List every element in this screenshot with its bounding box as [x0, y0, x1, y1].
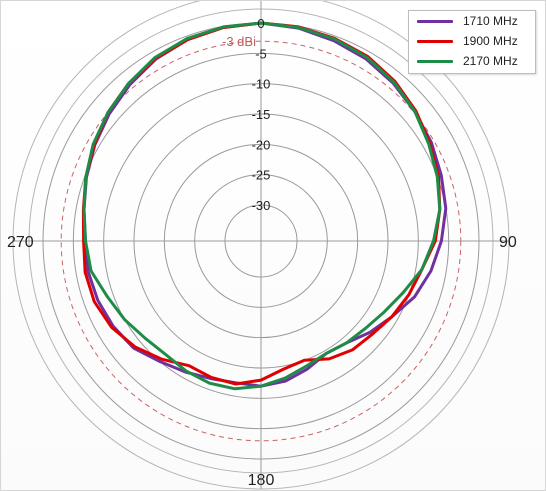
angle-label: 270 — [7, 234, 34, 251]
ring-tick-label: -25 — [252, 168, 271, 183]
legend-label: 1710 MHz — [463, 14, 518, 28]
legend-item: 1710 MHz — [409, 11, 535, 31]
legend-swatch — [417, 59, 453, 63]
ring-tick-label: -5 — [255, 46, 267, 61]
legend-swatch — [417, 19, 453, 23]
ring-tick-label: -20 — [252, 137, 271, 152]
ring-tick-label: -15 — [252, 107, 271, 122]
angle-label: 180 — [248, 472, 275, 489]
legend: 1710 MHz 1900 MHz 2170 MHz — [408, 10, 536, 74]
legend-item: 1900 MHz — [409, 31, 535, 51]
ring-tick-label: 0 — [257, 16, 264, 31]
ring-tick-label: -30 — [252, 198, 271, 213]
legend-item: 2170 MHz — [409, 51, 535, 71]
reference-label: -3 dBi — [222, 34, 256, 49]
legend-swatch — [417, 39, 453, 43]
legend-label: 1900 MHz — [463, 34, 518, 48]
legend-label: 2170 MHz — [463, 54, 518, 68]
ring-tick-label: -10 — [252, 77, 271, 92]
series-line — [82, 21, 442, 391]
angle-label: 90 — [499, 234, 517, 251]
